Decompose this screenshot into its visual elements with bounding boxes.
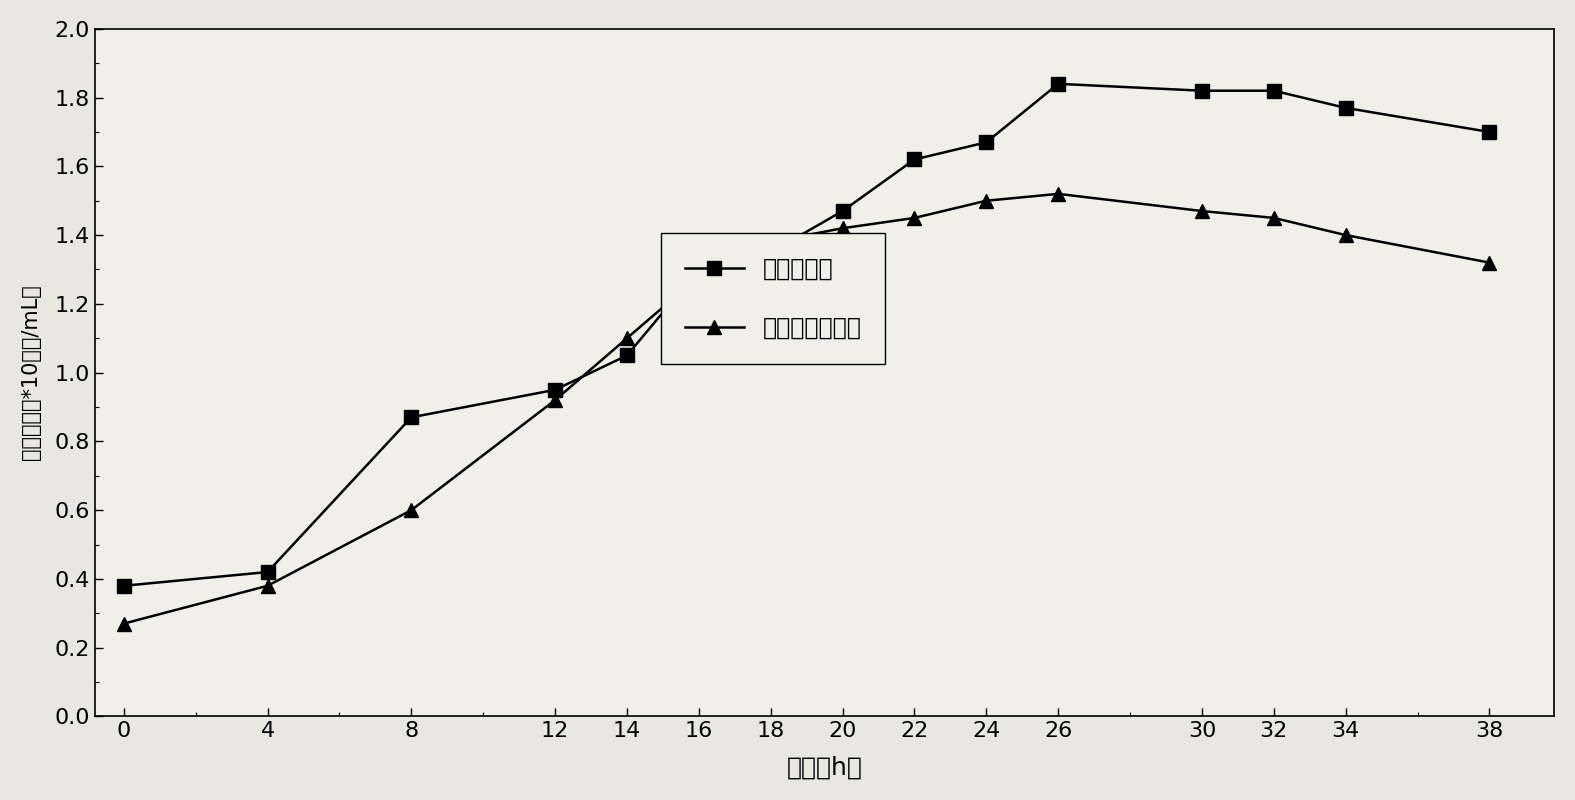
棉浆废液培养基 (1049, 189, 1068, 198)
棉浆废液培养基 (906, 213, 925, 222)
棉浆废液培养基 (1336, 230, 1354, 240)
普通培养基 (1192, 86, 1211, 95)
棉浆废液培养基 (545, 395, 564, 405)
Line: 棉浆废液培养基: 棉浆废液培养基 (117, 187, 1496, 630)
普通培养基 (906, 154, 925, 164)
普通培养基 (258, 567, 277, 577)
棉浆废液培养基 (115, 618, 134, 628)
普通培养基 (1265, 86, 1284, 95)
普通培养基 (761, 247, 780, 257)
棉浆废液培养基 (1192, 206, 1211, 216)
Y-axis label: 菌的个数（*10亿个/mL）: 菌的个数（*10亿个/mL） (20, 285, 41, 461)
普通培养基 (402, 413, 421, 422)
棉浆废液培养基 (617, 334, 636, 343)
棉浆废液培养基 (833, 223, 852, 233)
普通培养基 (690, 265, 709, 274)
普通培养基 (976, 138, 995, 147)
普通培养基 (617, 350, 636, 360)
普通培养基 (1480, 127, 1499, 137)
Legend: 普通培养基, 棉浆废液培养基: 普通培养基, 棉浆废液培养基 (662, 233, 885, 364)
棉浆废液培养基 (1265, 213, 1284, 222)
普通培养基 (1049, 79, 1068, 89)
普通培养基 (545, 385, 564, 394)
棉浆废液培养基 (761, 237, 780, 246)
棉浆废液培养基 (1480, 258, 1499, 267)
Line: 普通培养基: 普通培养基 (117, 77, 1496, 593)
普通培养基 (115, 581, 134, 590)
普通培养基 (1336, 103, 1354, 113)
X-axis label: 时间（h）: 时间（h） (786, 755, 863, 779)
棉浆废液培养基 (976, 196, 995, 206)
棉浆废液培养基 (258, 581, 277, 590)
棉浆废液培养基 (402, 506, 421, 515)
棉浆废液培养基 (690, 271, 709, 281)
普通培养基 (833, 206, 852, 216)
